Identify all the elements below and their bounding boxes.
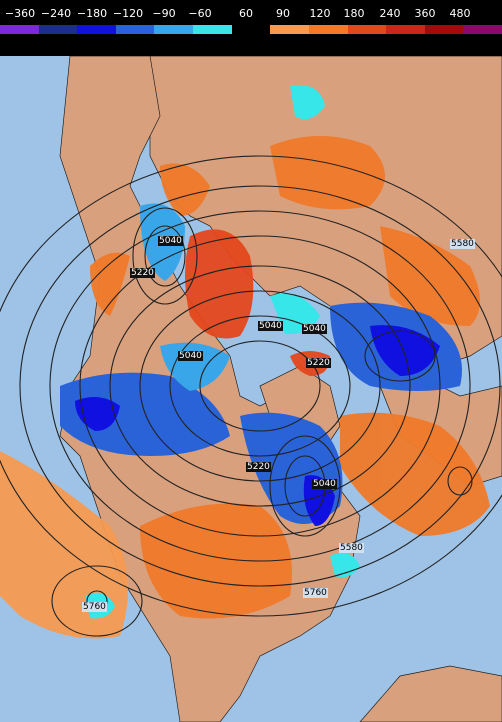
legend-tick: −90 (152, 7, 176, 20)
map-canvas (0, 56, 502, 722)
contour-label: 5760 (82, 602, 107, 612)
contour-line (139, 290, 381, 482)
contour-label: 5040 (158, 236, 183, 246)
contour-label: 5040 (302, 324, 327, 334)
contour-line (51, 565, 143, 637)
height-contours (0, 155, 502, 637)
warm-anomaly (90, 252, 130, 316)
cold-anomaly (75, 397, 120, 431)
legend-tick: −180 (76, 7, 108, 20)
legend-swatch (348, 25, 387, 34)
contour-line (169, 315, 351, 457)
legend-swatch (386, 25, 425, 34)
contour-line (364, 330, 436, 382)
contour-label: 5220 (246, 462, 271, 472)
contour-line (19, 185, 501, 587)
legend-swatch (463, 25, 502, 34)
legend-swatch (116, 25, 155, 34)
contour-label: 5220 (306, 358, 331, 368)
contour-label: 5580 (339, 543, 364, 553)
legend-swatch (39, 25, 78, 34)
contour-label: 5220 (130, 268, 155, 278)
legend-tick: 180 (343, 7, 365, 20)
legend-swatch (270, 25, 309, 34)
land-south-america (359, 665, 502, 722)
cold-anomaly (290, 85, 325, 120)
legend-swatch (193, 25, 232, 34)
contour-label: 5040 (312, 479, 337, 489)
contour-line (0, 155, 502, 617)
warm-anomaly (0, 451, 128, 639)
legend-tick: 360 (414, 7, 436, 20)
legend-tick: 90 (276, 7, 290, 20)
warm-anomaly (270, 136, 385, 210)
warm-anomalies (0, 136, 490, 639)
legend-tick: 480 (449, 7, 471, 20)
contour-line (109, 265, 411, 507)
legend-tick: −240 (40, 7, 72, 20)
legend-tick: 120 (309, 7, 331, 20)
geopotential-anomaly-map: 5040 5220 5040 5040 5220 5040 5040 5220 … (0, 56, 502, 722)
warm-anomaly (160, 163, 210, 216)
cold-anomaly (370, 325, 440, 376)
contour-line (199, 340, 321, 432)
cold-anomaly (160, 342, 230, 391)
legend-tick: −60 (188, 7, 212, 20)
legend-swatch (309, 25, 348, 34)
contour-line (269, 435, 341, 537)
legend-swatch (425, 25, 464, 34)
contour-label: 5760 (303, 588, 328, 598)
contour-line (79, 235, 441, 537)
legend-tick: 60 (239, 7, 253, 20)
warm-anomaly (185, 229, 254, 339)
legend-tick: 240 (379, 7, 401, 20)
contour-label: 5040 (258, 321, 283, 331)
warm-anomaly (140, 503, 292, 619)
color-scale-legend: −360 −240 −180 −120 −90 −60 60 90 120 18… (0, 0, 502, 56)
contour-line (49, 210, 471, 562)
contour-line (447, 466, 473, 496)
contour-line (132, 207, 198, 305)
contour-line (144, 225, 186, 287)
legend-swatch (77, 25, 116, 34)
legend-swatch (232, 25, 271, 34)
legend-swatch (0, 25, 39, 34)
warm-anomaly (380, 226, 480, 326)
legend-tick: −360 (4, 7, 36, 20)
contour-label: 5040 (178, 351, 203, 361)
legend-swatch (154, 25, 193, 34)
contour-label: 5580 (450, 239, 475, 249)
legend-tick: −120 (112, 7, 144, 20)
